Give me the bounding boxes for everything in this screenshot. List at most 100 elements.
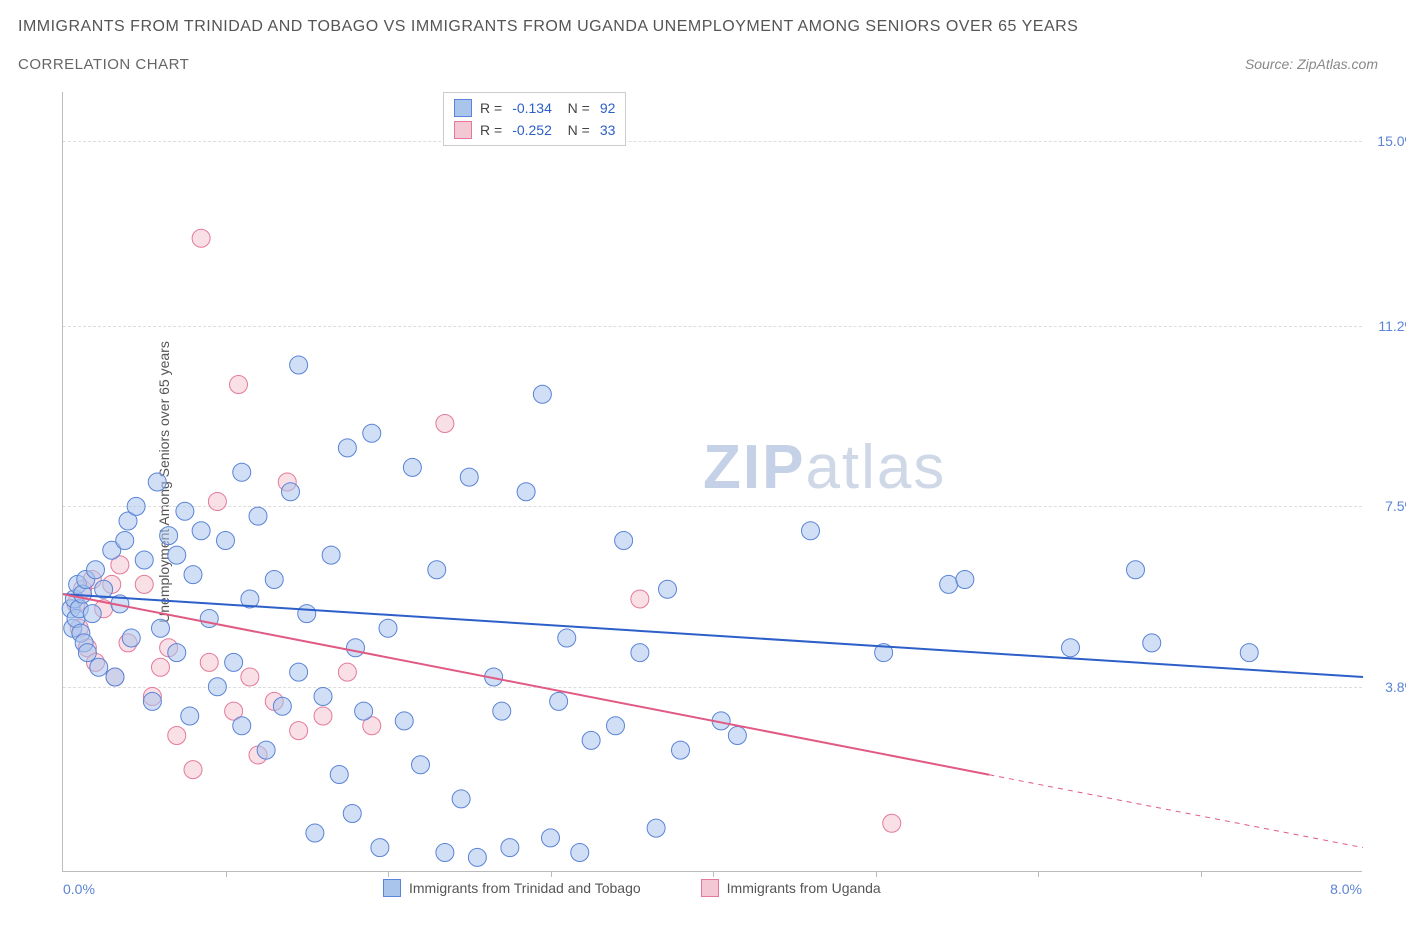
- data-point: [631, 590, 649, 608]
- data-point: [956, 571, 974, 589]
- data-point: [116, 532, 134, 550]
- data-point: [314, 688, 332, 706]
- legend-row-trinidad: R = -0.134 N = 92: [454, 97, 615, 119]
- data-point: [192, 522, 210, 540]
- data-point: [347, 639, 365, 657]
- data-point: [883, 814, 901, 832]
- data-point: [631, 644, 649, 662]
- data-point: [298, 605, 316, 623]
- data-point: [241, 668, 259, 686]
- x-tick: [713, 871, 714, 877]
- y-tick-label: 15.0%: [1367, 133, 1406, 149]
- data-point: [168, 546, 186, 564]
- swatch-icon: [454, 99, 472, 117]
- data-point: [460, 468, 478, 486]
- data-point: [273, 697, 291, 715]
- data-point: [282, 483, 300, 501]
- data-point: [314, 707, 332, 725]
- data-point: [192, 229, 210, 247]
- data-point: [306, 824, 324, 842]
- data-point: [468, 848, 486, 866]
- scatter-plot: [63, 92, 1362, 871]
- correlation-legend: R = -0.134 N = 92 R = -0.252 N = 33: [443, 92, 626, 146]
- page-subtitle: CORRELATION CHART: [18, 56, 189, 73]
- data-point: [184, 761, 202, 779]
- data-point: [338, 663, 356, 681]
- data-point: [338, 439, 356, 457]
- data-point: [122, 629, 140, 647]
- page-title: IMMIGRANTS FROM TRINIDAD AND TOBAGO VS I…: [18, 18, 1078, 36]
- data-point: [428, 561, 446, 579]
- data-point: [265, 571, 283, 589]
- data-point: [436, 415, 454, 433]
- data-point: [550, 692, 568, 710]
- legend-label: Immigrants from Trinidad and Tobago: [409, 880, 641, 896]
- data-point: [330, 766, 348, 784]
- data-point: [143, 692, 161, 710]
- trend-line-extrapolated: [989, 775, 1363, 848]
- data-point: [379, 619, 397, 637]
- data-point: [1062, 639, 1080, 657]
- data-point: [290, 663, 308, 681]
- data-point: [78, 644, 96, 662]
- data-point: [558, 629, 576, 647]
- data-point: [501, 839, 519, 857]
- data-point: [940, 575, 958, 593]
- x-tick: [1038, 871, 1039, 877]
- data-point: [290, 722, 308, 740]
- y-tick-label: 7.5%: [1367, 498, 1406, 514]
- data-point: [106, 668, 124, 686]
- y-tick-label: 3.8%: [1367, 679, 1406, 695]
- data-point: [290, 356, 308, 374]
- trend-line: [63, 594, 989, 775]
- data-point: [607, 717, 625, 735]
- data-point: [322, 546, 340, 564]
- legend-item-trinidad: Immigrants from Trinidad and Tobago: [383, 879, 641, 897]
- data-point: [148, 473, 166, 491]
- data-point: [135, 551, 153, 569]
- data-point: [452, 790, 470, 808]
- data-point: [184, 566, 202, 584]
- data-point: [672, 741, 690, 759]
- data-point: [533, 385, 551, 403]
- data-point: [152, 619, 170, 637]
- swatch-icon: [383, 879, 401, 897]
- data-point: [728, 727, 746, 745]
- source-attribution: Source: ZipAtlas.com: [1245, 56, 1378, 72]
- data-point: [582, 731, 600, 749]
- data-point: [160, 527, 178, 545]
- swatch-icon: [454, 121, 472, 139]
- x-axis-max-label: 8.0%: [1330, 881, 1362, 897]
- legend-item-uganda: Immigrants from Uganda: [701, 879, 881, 897]
- data-point: [1240, 644, 1258, 662]
- data-point: [200, 653, 218, 671]
- x-tick: [551, 871, 552, 877]
- data-point: [181, 707, 199, 725]
- y-tick-label: 11.2%: [1367, 318, 1406, 334]
- data-point: [208, 678, 226, 696]
- data-point: [208, 493, 226, 511]
- x-tick: [388, 871, 389, 877]
- trend-line: [63, 594, 1363, 677]
- data-point: [87, 561, 105, 579]
- data-point: [152, 658, 170, 676]
- data-point: [542, 829, 560, 847]
- x-tick: [876, 871, 877, 877]
- x-tick: [1201, 871, 1202, 877]
- data-point: [436, 844, 454, 862]
- data-point: [412, 756, 430, 774]
- data-point: [257, 741, 275, 759]
- data-point: [127, 497, 145, 515]
- data-point: [233, 717, 251, 735]
- data-point: [615, 532, 633, 550]
- correlation-chart: Unemployment Among Seniors over 65 years…: [62, 92, 1362, 872]
- data-point: [659, 580, 677, 598]
- data-point: [1127, 561, 1145, 579]
- data-point: [647, 819, 665, 837]
- legend-label: Immigrants from Uganda: [727, 880, 881, 896]
- data-point: [571, 844, 589, 862]
- data-point: [230, 376, 248, 394]
- data-point: [176, 502, 194, 520]
- data-point: [363, 424, 381, 442]
- data-point: [1143, 634, 1161, 652]
